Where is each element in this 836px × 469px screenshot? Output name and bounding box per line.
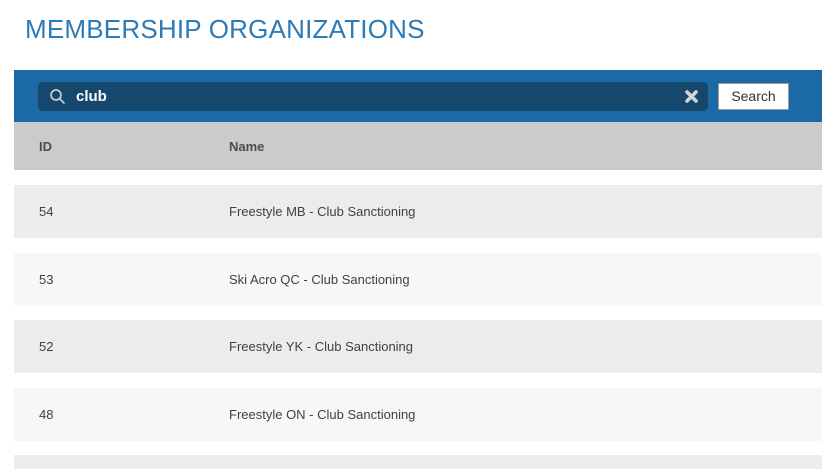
row-name: Freestyle ON - Club Sanctioning <box>229 407 416 422</box>
table-row[interactable]: 52 Freestyle YK - Club Sanctioning <box>14 320 822 373</box>
search-input[interactable] <box>38 82 708 111</box>
row-id: 53 <box>39 272 54 287</box>
search-bar: Search <box>14 70 822 122</box>
row-id: 52 <box>39 339 54 354</box>
search-field <box>38 82 708 111</box>
row-name: Freestyle MB - Club Sanctioning <box>229 204 416 219</box>
row-id: 54 <box>39 204 54 219</box>
clear-icon[interactable] <box>684 89 699 104</box>
page-title: MEMBERSHIP ORGANIZATIONS <box>25 14 425 44</box>
row-name: Freestyle YK - Club Sanctioning <box>229 339 414 354</box>
table-row[interactable]: 54 Freestyle MB - Club Sanctioning <box>14 185 822 238</box>
table-row-partial[interactable] <box>14 455 822 469</box>
table-header: ID Name <box>14 122 822 170</box>
row-name: Ski Acro QC - Club Sanctioning <box>229 272 410 287</box>
search-button[interactable]: Search <box>718 83 789 110</box>
column-header-id: ID <box>39 138 52 154</box>
column-header-name: Name <box>229 138 265 154</box>
table-row[interactable]: 48 Freestyle ON - Club Sanctioning <box>14 388 822 441</box>
table-row[interactable]: 53 Ski Acro QC - Club Sanctioning <box>14 253 822 306</box>
row-id: 48 <box>39 407 54 422</box>
